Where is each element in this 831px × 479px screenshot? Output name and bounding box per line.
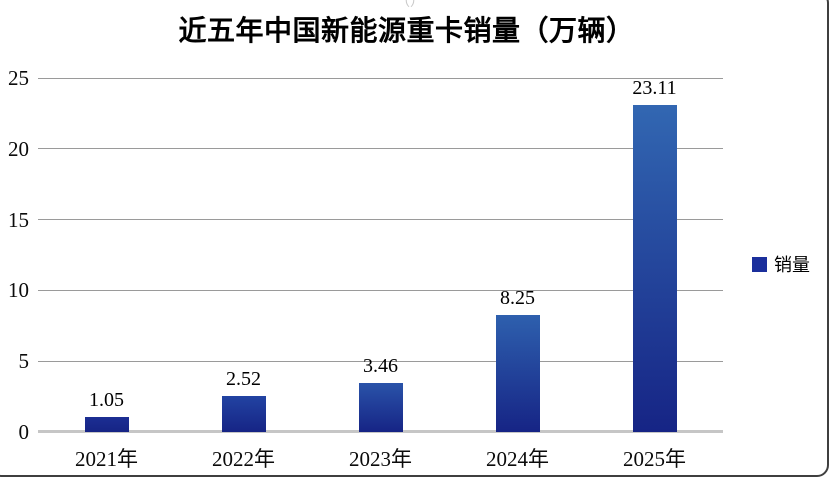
gridline <box>38 148 723 150</box>
legend-series-label: 销量 <box>774 255 810 275</box>
x-axis-tick-label: 2023年 <box>349 447 412 471</box>
data-label: 2.52 <box>226 368 261 391</box>
y-axis-tick-label: 25 <box>8 66 29 90</box>
category-slot: 1.05 2021年 <box>38 78 175 471</box>
data-label: 3.46 <box>363 355 398 378</box>
x-axis-tick-label: 2025年 <box>623 447 686 471</box>
legend: 销量 <box>752 251 810 277</box>
gridline <box>38 77 723 79</box>
category-slot: 3.46 2023年 <box>312 78 449 471</box>
category-slot: 23.11 2025年 <box>586 76 723 471</box>
y-axis-tick-label: 20 <box>8 136 29 161</box>
data-label: 23.11 <box>632 76 677 99</box>
category-slot: 2.52 2022年 <box>175 78 312 471</box>
plot-area: 0 5 10 15 20 25 1.05 2021年 2.52 2022年 3.46 2023年 8.2… <box>8 66 723 471</box>
cropped-text-fragment: （） <box>396 0 424 10</box>
x-axis-tick-label: 2022年 <box>212 447 275 471</box>
bar-2025年 <box>632 104 677 432</box>
bar-2023年 <box>358 383 403 432</box>
chart-title: 近五年中国新能源重卡销量（万辆） <box>178 15 635 46</box>
bar-2024年 <box>495 315 540 432</box>
legend-marker-swatch <box>752 256 767 272</box>
bar-2021年 <box>84 417 129 432</box>
y-axis-tick-label: 0 <box>18 420 30 444</box>
x-axis-tick-label: 2021年 <box>75 447 138 471</box>
gridline <box>38 219 723 221</box>
data-label: 8.25 <box>500 287 535 310</box>
category-slot: 8.25 2024年 <box>449 78 586 471</box>
y-axis-tick-label: 10 <box>8 278 29 303</box>
y-axis-tick-label: 5 <box>18 349 30 374</box>
gridline <box>38 360 723 362</box>
x-axis-tick-label: 2024年 <box>486 447 549 471</box>
y-axis-tick-label: 15 <box>8 207 29 232</box>
bar-2022年 <box>221 396 266 432</box>
data-label: 1.05 <box>89 389 124 412</box>
gridline <box>38 289 723 291</box>
